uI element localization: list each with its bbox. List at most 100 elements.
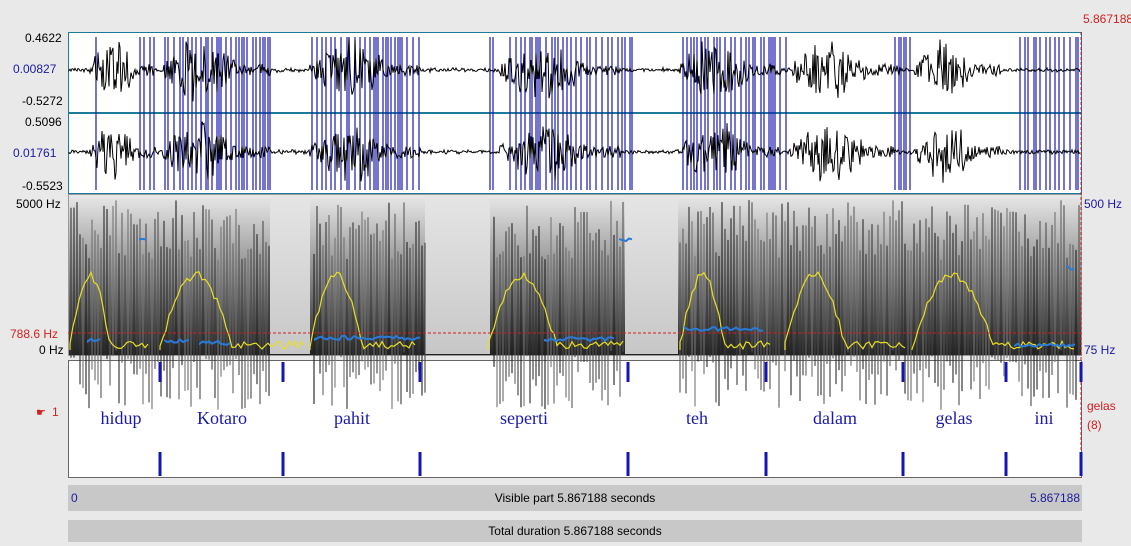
spectrogram-frame [181,215,183,366]
spectrogram-frame [241,258,243,409]
spectrogram-frame [589,232,591,383]
spectrogram-frame [985,236,987,387]
spectrogram-frame [103,205,105,356]
spectrogram-frame [250,248,252,399]
textgrid-tier-panel[interactable] [68,360,1082,478]
spectrogram-frame [511,223,513,374]
spectrogram-frame [346,258,348,409]
spectrogram-frame [394,213,396,364]
spectrogram-frame [688,206,690,357]
spectrogram-frame [226,216,228,367]
spectrogram-frame [256,234,258,385]
pitch-segment [684,325,764,333]
visible-start-time: 0 [71,491,78,505]
spectrogram-frame [793,210,795,361]
spectrogram-frame [910,250,912,401]
spectrogram-frame [121,212,123,363]
spectrogram-frame [682,228,684,379]
spectrogram-frame [685,243,687,394]
interval-word[interactable]: ini [1034,408,1054,428]
spectrogram-frame [847,202,849,353]
spectrogram-frame [421,245,423,396]
spectrogram-frame [1042,248,1044,399]
spectrogram-frame [85,244,87,395]
spectrogram-frame [211,219,213,370]
spectrogram-frame [565,247,567,398]
spectrogram-frame [142,254,144,405]
spectrogram-frame [1015,212,1017,363]
spectrogram-frame [115,200,117,351]
spectrogram-frame [1018,231,1020,382]
tier-interval-count: (8) [1087,418,1102,432]
hand-pointer-icon[interactable]: ☛ [36,407,46,419]
spectrogram-frame [169,248,171,399]
pitch-segment [1067,264,1075,271]
spectrogram-frame [262,220,264,371]
spectrogram-frame [727,239,729,390]
spectrogram-frame [112,205,114,356]
pitch-segment [544,336,615,343]
spectrogram-frame [757,228,759,379]
interval-word[interactable]: seperti [500,408,548,428]
spectrogram-frame [118,253,120,404]
waveform-channel-1 [68,37,1081,102]
spectrogram-frame [214,248,216,399]
spectrogram-frame [520,257,522,408]
spectrogram-frame [724,228,726,379]
total-duration-bar[interactable]: Total duration 5.867188 seconds [68,520,1082,542]
spectrogram-frame [523,256,525,407]
spectrogram-frame [73,207,75,358]
spectrogram-frame [700,210,702,361]
spectrogram-frame [691,221,693,372]
spectrogram-frame [148,252,150,403]
spectrogram-frame [508,226,510,377]
spectrogram-frame [259,254,261,405]
spectrogram-frame [76,202,78,353]
spectrogram-frame [187,240,189,391]
spectrogram-frame [928,227,930,378]
interval-word[interactable]: hidup [100,408,142,428]
spectrogram-frame [502,251,504,402]
spectrogram-frame [883,211,885,362]
spectrogram-frame [541,256,543,407]
spectrogram-frame [991,207,993,358]
spectrogram-frame [79,234,81,385]
visible-part-bar[interactable]: 0 Visible part 5.867188 seconds 5.867188 [68,485,1082,511]
spectrogram-frame [145,223,147,374]
spectrogram-frame [895,220,897,371]
spectrogram-frame [361,211,363,362]
interval-word[interactable]: teh [686,408,708,428]
spectrogram-frame [190,256,192,407]
interval-word[interactable]: dalam [813,408,857,428]
pitch-segment [87,337,101,344]
spectrogram-frame [70,207,72,358]
spectrogram-frame [160,246,162,397]
spectrogram-frame [850,215,852,366]
spectrogram-frame [730,218,732,369]
spectrogram-frame [328,214,330,365]
spectrogram-frame [562,225,564,376]
spectrogram-frame [1063,205,1065,356]
spectrogram-frame [829,246,831,397]
interval-word[interactable]: Kotaro [197,408,247,428]
spectrogram-frame [679,242,681,393]
spectrogram-frame [703,224,705,375]
interval-word[interactable]: pahit [334,408,370,428]
tier-name: gelas [1087,399,1116,413]
spectrogram-frame [322,245,324,396]
spectrogram-frame [763,241,765,392]
interval-word[interactable]: gelas [935,408,973,428]
spectrogram-frame [598,229,600,380]
spectrogram-frame [367,217,369,368]
spectrogram-frame [202,205,204,356]
spectrogram-frame [100,247,102,398]
spectrogram-frame [553,253,555,404]
spectrogram-bands [70,196,1080,410]
spectrogram-frame [613,234,615,385]
spectrogram-frame [232,243,234,394]
spectrogram-frame [223,220,225,371]
spectrogram-frame [358,225,360,376]
spectrogram-frame [193,211,195,362]
spectrogram-frame [373,233,375,384]
